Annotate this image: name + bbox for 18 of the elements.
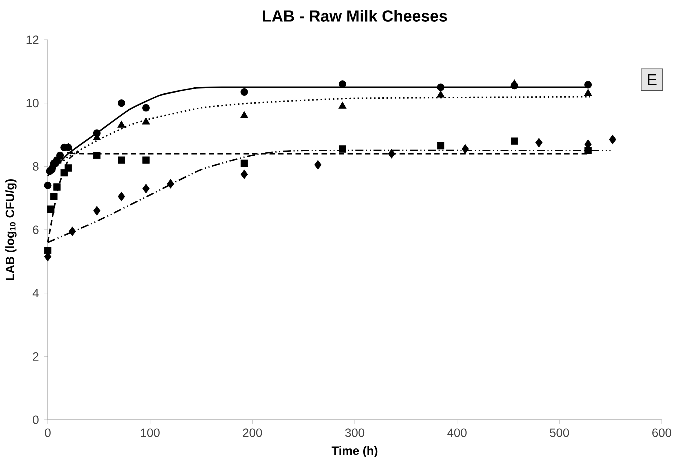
annotation: E: [648, 74, 657, 86]
y-tick-label: 12: [26, 36, 39, 44]
y-axis-title: LAB (log$_{10}$ CFU/g): [6, 179, 17, 280]
y-tick-label: 8: [33, 162, 39, 171]
y-tick-label: 0: [33, 416, 39, 424]
x-tick-label: 600: [652, 428, 672, 438]
y-tick-label: 10: [26, 99, 39, 108]
y-tick-label: 6: [33, 226, 39, 234]
x-tick-label: 0: [45, 428, 51, 438]
x-tick-label: 500: [550, 428, 570, 438]
x-tick-label: 400: [448, 428, 467, 438]
x-axis-title: Time (h): [332, 446, 378, 458]
y-tick-label: 2: [33, 352, 39, 361]
x-tick-label: 300: [345, 428, 365, 438]
x-tick-label: 100: [141, 428, 160, 438]
y-tick-label: 4: [32, 289, 39, 298]
x-tick-label: 200: [243, 428, 262, 438]
chart-title: LAB - Raw Milk Cheeses: [263, 10, 448, 22]
